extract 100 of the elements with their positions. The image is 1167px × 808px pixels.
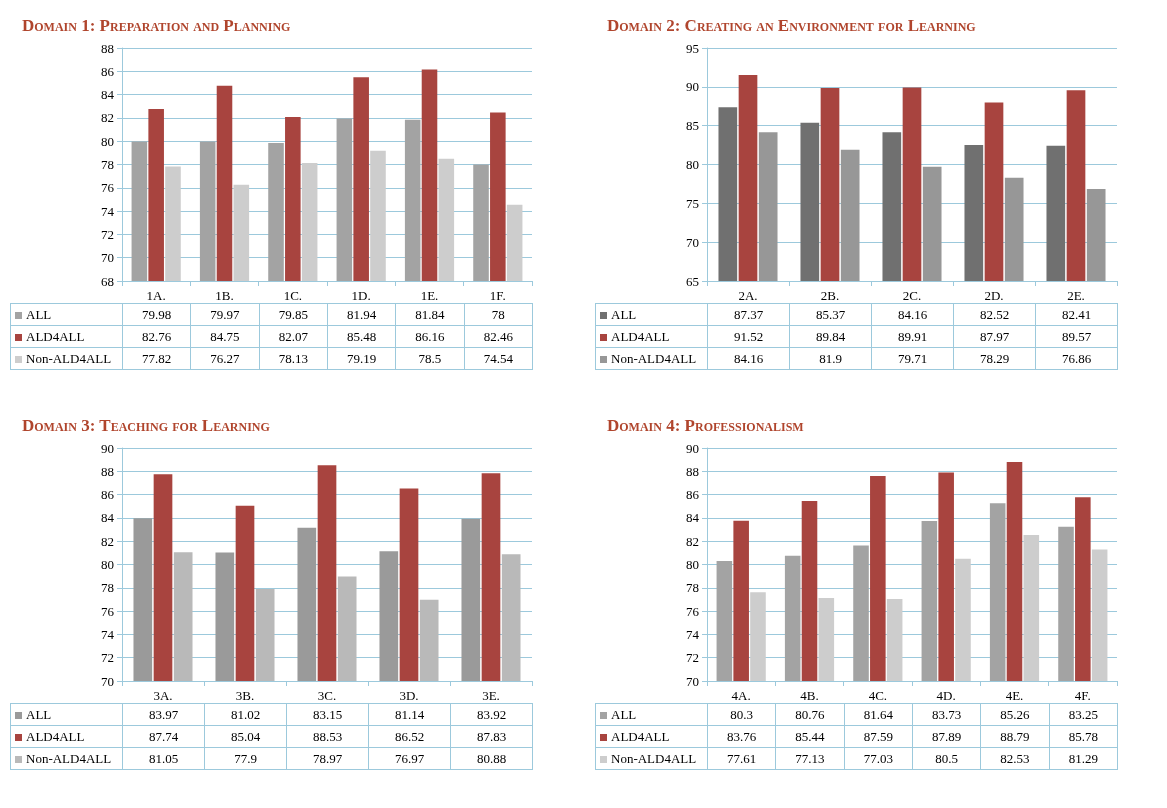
data-label: 82.53	[980, 747, 1050, 770]
y-tick-label: 70	[101, 250, 114, 266]
data-label: 89.84	[789, 325, 872, 348]
data-label: 82.07	[259, 325, 328, 348]
data-label: 77.61	[707, 747, 776, 770]
y-tick-label: 78	[101, 157, 114, 172]
legend-label: Non-ALD4ALL	[10, 747, 123, 770]
y-tick-label: 80	[686, 557, 699, 572]
y-tick-label: 95	[686, 40, 699, 56]
y-tick-label: 90	[101, 440, 114, 456]
data-label: 87.59	[844, 725, 913, 748]
y-tick-label: 76	[101, 180, 115, 196]
data-label: 76.86	[1035, 347, 1118, 370]
data-label: 87.83	[450, 725, 533, 748]
y-tick-label: 88	[686, 463, 699, 479]
data-label: 88.53	[286, 725, 369, 748]
legend-label: Non-ALD4ALL	[595, 747, 708, 770]
y-tick-label: 80	[101, 133, 114, 149]
y-tick-label: 72	[101, 226, 114, 242]
x-tick-label: 4E.	[1005, 688, 1024, 703]
legend-label: ALL	[595, 303, 708, 326]
y-tick-label: 86	[686, 487, 700, 503]
y-tick-label: 82	[101, 533, 114, 549]
x-tick-label: 2A.	[738, 288, 758, 303]
y-tick-label: 80	[686, 157, 699, 172]
chart-title: Domain 1: Preparation and Planning	[22, 16, 291, 36]
data-label: 77.82	[122, 347, 191, 370]
y-tick-label: 90	[686, 79, 699, 95]
data-label: 87.37	[707, 303, 790, 326]
data-label: 82.46	[464, 325, 533, 348]
data-label: 82.41	[1035, 303, 1118, 326]
y-tick-label: 86	[101, 63, 115, 79]
data-label: 80.88	[450, 747, 533, 770]
y-tick-label: 86	[101, 487, 115, 503]
x-tick-label: 1D.	[351, 288, 371, 303]
data-label: 87.74	[122, 725, 205, 748]
data-label: 80.3	[707, 703, 776, 726]
y-tick-label: 90	[686, 440, 699, 456]
x-tick-label: 4F.	[1074, 688, 1091, 703]
data-label: 89.57	[1035, 325, 1118, 348]
y-tick-label: 78	[686, 580, 699, 596]
data-label: 78.5	[395, 347, 465, 370]
data-label: 79.19	[327, 347, 396, 370]
data-label: 83.97	[122, 703, 205, 726]
legend-label: Non-ALD4ALL	[10, 347, 123, 370]
data-label: 83.15	[286, 703, 369, 726]
legend-label: ALD4ALL	[10, 325, 123, 348]
data-label: 87.97	[953, 325, 1036, 348]
y-tick-label: 74	[101, 626, 115, 642]
data-label: 85.44	[775, 725, 845, 748]
data-label: 84.16	[871, 303, 954, 326]
data-label: 84.75	[190, 325, 260, 348]
x-tick-label: 4B.	[800, 688, 819, 703]
data-label: 91.52	[707, 325, 790, 348]
y-tick-label: 70	[686, 234, 699, 250]
y-tick-label: 88	[101, 463, 114, 479]
data-label: 88.79	[980, 725, 1050, 748]
data-label: 85.48	[327, 325, 396, 348]
data-label: 79.85	[259, 303, 328, 326]
data-label: 82.76	[122, 325, 191, 348]
data-label: 80.5	[912, 747, 981, 770]
data-label: 85.78	[1049, 725, 1118, 748]
x-tick-label: 1C.	[283, 288, 303, 303]
x-tick-label: 1F.	[489, 288, 506, 303]
data-label: 78	[464, 303, 533, 326]
legend-label: ALL	[595, 703, 708, 726]
x-tick-label: 2E.	[1067, 288, 1085, 303]
x-tick-label: 3E.	[482, 688, 500, 703]
y-tick-label: 84	[686, 510, 700, 526]
y-tick-label: 84	[101, 87, 115, 103]
data-label: 81.64	[844, 703, 913, 726]
data-label: 77.9	[204, 747, 287, 770]
data-label: 81.02	[204, 703, 287, 726]
data-label: 81.9	[789, 347, 872, 370]
chart-title: Domain 3: Teaching for Learning	[22, 416, 270, 436]
y-tick-label: 70	[686, 673, 699, 689]
x-tick-label: 2D.	[984, 288, 1004, 303]
y-tick-label: 70	[101, 673, 114, 689]
data-label: 76.27	[190, 347, 260, 370]
legend-label: ALD4ALL	[595, 725, 708, 748]
data-label: 84.16	[707, 347, 790, 370]
data-label: 81.05	[122, 747, 205, 770]
data-label: 76.97	[368, 747, 451, 770]
data-label: 80.76	[775, 703, 845, 726]
y-tick-label: 72	[101, 650, 114, 666]
data-label: 77.13	[775, 747, 845, 770]
data-label: 86.52	[368, 725, 451, 748]
data-label: 81.14	[368, 703, 451, 726]
x-tick-label: 4D.	[936, 688, 956, 703]
data-label: 86.16	[395, 325, 465, 348]
y-tick-label: 80	[101, 557, 114, 572]
y-tick-label: 82	[101, 110, 114, 126]
data-label: 81.29	[1049, 747, 1118, 770]
data-label: 78.29	[953, 347, 1036, 370]
data-label: 81.84	[395, 303, 465, 326]
y-tick-label: 88	[101, 40, 114, 56]
x-tick-label: 2C.	[902, 288, 922, 303]
data-label: 83.76	[707, 725, 776, 748]
x-tick-label: 2B.	[820, 288, 840, 303]
y-tick-label: 76	[101, 603, 115, 619]
